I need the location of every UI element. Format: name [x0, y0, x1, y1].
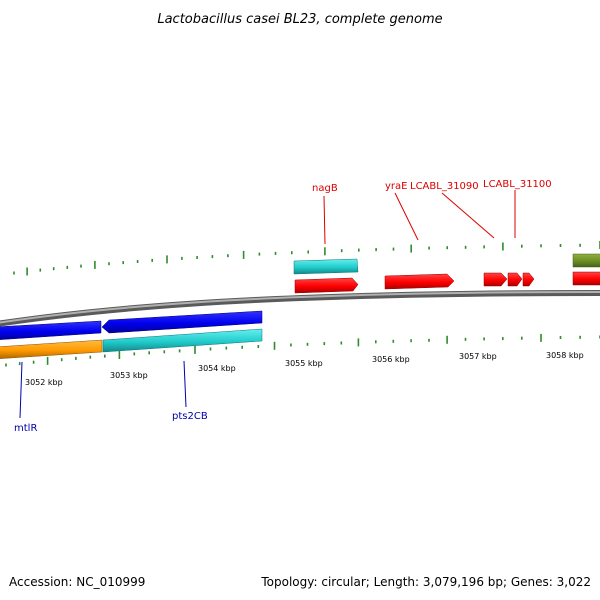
gene-red-edge[interactable] [572, 271, 600, 286]
reverse-strand-features [0, 310, 263, 359]
scale-label: 3054 kbp [198, 364, 236, 373]
gene-label-pts2CB[interactable]: pts2CB [172, 411, 208, 422]
reverse-gene-labels: mtlR pts2CB [14, 360, 208, 434]
lower-tick-track [5, 333, 600, 367]
gene-pts2CB-blue[interactable] [101, 310, 263, 334]
forward-strand-features [293, 253, 600, 294]
scale-label: 3052 kbp [25, 378, 63, 387]
forward-gene-labels: nagB yraE LCABL_31090 LCABL_31100 [312, 179, 552, 245]
gene-small-forward[interactable] [522, 272, 535, 287]
scale-label: 3058 kbp [546, 351, 584, 360]
genome-summary-text: Topology: circular; Length: 3,079,196 bp… [260, 575, 591, 589]
scale-label: 3056 kbp [372, 355, 410, 364]
gene-label-yraE[interactable]: yraE [385, 181, 407, 192]
gene-label-LCABL-31090[interactable]: LCABL_31090 [410, 181, 479, 192]
gene-label-nagB[interactable]: nagB [312, 183, 338, 194]
gene-pts2CB-cyan[interactable] [102, 328, 263, 353]
map-title: Lactobacillus casei BL23, complete genom… [157, 12, 442, 27]
gene-LCABL-31090[interactable] [483, 272, 508, 287]
gene-olive-edge[interactable] [572, 253, 600, 268]
leader-line-pts2CB [183, 360, 187, 408]
leader-line-yraE [394, 192, 419, 241]
gene-mtlR-blue[interactable] [0, 320, 102, 340]
gene-nagB-cyan[interactable] [293, 258, 359, 275]
gene-mtlR-orange[interactable] [0, 339, 103, 359]
upper-tick-track [13, 241, 600, 276]
gene-nagB[interactable] [294, 277, 359, 294]
leader-line-LCABL-31090 [441, 192, 495, 239]
scale-labels: 3052 kbp 3053 kbp 3054 kbp 3055 kbp 3056… [25, 351, 584, 387]
gene-label-LCABL-31100[interactable]: LCABL_31100 [483, 179, 552, 190]
gene-LCABL-31100[interactable] [507, 272, 523, 287]
genome-backbone-highlight [0, 291, 600, 324]
leader-line-nagB [323, 195, 326, 245]
accession-text: Accession: NC_010999 [9, 575, 145, 589]
scale-label: 3055 kbp [285, 359, 323, 368]
scale-label: 3053 kbp [110, 371, 148, 380]
leader-line-mtlR [19, 361, 23, 419]
scale-label: 3057 kbp [459, 352, 497, 361]
gene-label-mtlR[interactable]: mtlR [14, 423, 37, 434]
gene-yraE[interactable] [384, 273, 455, 290]
